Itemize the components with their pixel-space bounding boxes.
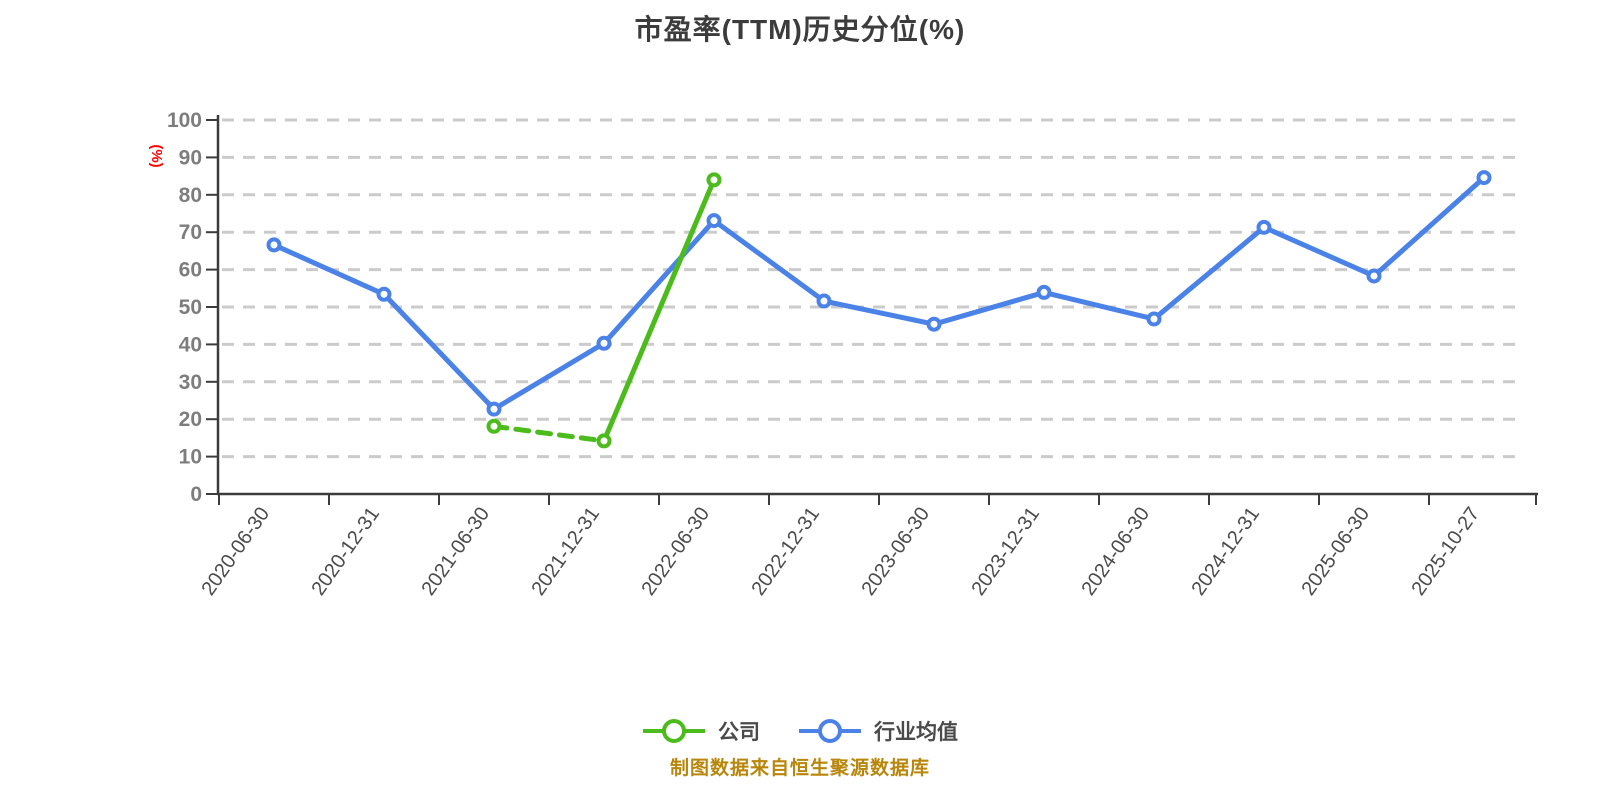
x-tick-label: 2024-12-31	[1187, 503, 1264, 599]
y-tick-label: 70	[179, 221, 202, 244]
industry-average-data-point[interactable]	[1476, 170, 1492, 186]
industry-average-series-line	[821, 298, 937, 327]
industry-average-series-line	[931, 289, 1047, 327]
y-tick-label: 60	[179, 259, 202, 282]
industry-average-data-point[interactable]	[376, 286, 392, 302]
industry-average-data-point[interactable]	[596, 335, 612, 351]
y-tick-label: 90	[179, 146, 202, 169]
data-source-note: 制图数据来自恒生聚源数据库	[669, 758, 930, 779]
x-tick-label: 2021-06-30	[417, 503, 494, 599]
x-tick-label: 2024-06-30	[1077, 503, 1154, 599]
company-data-point[interactable]	[596, 433, 612, 449]
y-tick-label: 80	[179, 184, 202, 207]
y-tick-label: 100	[167, 109, 202, 132]
legend: 公司 行业均值	[0, 716, 1600, 746]
y-tick-label: 0	[190, 483, 202, 506]
industry-average-legend-marker-icon	[799, 719, 861, 743]
legend-label-company: 公司	[718, 721, 760, 744]
industry-average-data-point[interactable]	[266, 237, 282, 253]
y-tick-label: 20	[179, 408, 202, 431]
industry-average-series-line	[271, 242, 387, 297]
company-series-line	[491, 423, 607, 444]
industry-average-series-line	[381, 291, 497, 412]
industry-average-data-point[interactable]	[926, 316, 942, 332]
industry-average-data-point[interactable]	[1036, 284, 1052, 300]
industry-average-series-line	[601, 218, 717, 346]
industry-average-series-line	[1371, 175, 1487, 279]
x-tick-label: 2020-06-30	[197, 503, 274, 599]
x-tick-label: 2025-10-27	[1407, 503, 1484, 599]
x-tick-label: 2022-06-30	[637, 503, 714, 599]
industry-average-series-line	[1151, 224, 1267, 322]
legend-item-company[interactable]: 公司	[642, 716, 760, 746]
y-tick-label: 50	[179, 296, 202, 319]
x-tick-label: 2023-12-31	[967, 503, 1044, 599]
x-tick-label: 2020-12-31	[307, 503, 384, 599]
x-tick-label: 2023-06-30	[857, 503, 934, 599]
industry-average-data-point[interactable]	[816, 293, 832, 309]
industry-average-series-line	[711, 218, 827, 304]
y-tick-label: 40	[179, 333, 202, 356]
industry-average-series-line	[491, 340, 607, 412]
legend-label-industry-average: 行业均值	[874, 721, 958, 744]
company-series-line	[601, 177, 717, 444]
industry-average-series-line	[1041, 289, 1157, 322]
x-tick-label: 2022-12-31	[747, 503, 824, 599]
legend-item-industry-average[interactable]: 行业均值	[798, 716, 958, 746]
x-tick-label: 2021-12-31	[527, 503, 604, 599]
industry-average-data-point[interactable]	[486, 401, 502, 417]
industry-average-data-point[interactable]	[1146, 311, 1162, 327]
industry-average-data-point[interactable]	[1366, 268, 1382, 284]
company-data-point[interactable]	[486, 418, 502, 434]
industry-average-data-point[interactable]	[1256, 219, 1272, 235]
company-data-point[interactable]	[706, 172, 722, 188]
company-legend-marker-icon	[643, 719, 705, 743]
chart-title: 市盈率(TTM)历史分位(%)	[634, 14, 966, 45]
y-tick-label: 10	[179, 446, 202, 469]
industry-average-data-point[interactable]	[706, 213, 722, 229]
industry-average-series-line	[1261, 224, 1377, 279]
x-tick-label: 2025-06-30	[1297, 503, 1374, 599]
y-tick-label: 30	[179, 371, 202, 394]
